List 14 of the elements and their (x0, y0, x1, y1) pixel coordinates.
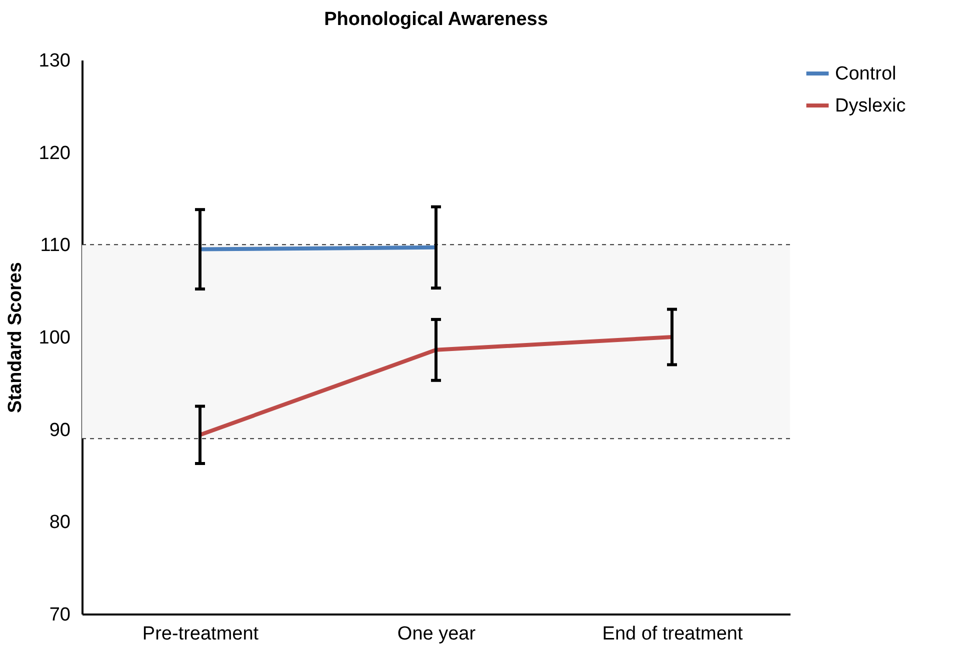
x-tick-label: End of treatment (602, 624, 744, 644)
y-axis-title: Standard Scores (4, 262, 26, 413)
y-tick-label: 90 (49, 420, 70, 441)
legend-label: Control (835, 64, 896, 84)
x-tick-label: Pre-treatment (142, 624, 260, 644)
x-tick-label: One year (397, 624, 476, 644)
y-tick-label: 80 (49, 512, 70, 534)
legend-label: Dyslexic (835, 96, 906, 116)
y-tick-label: 130 (38, 50, 70, 72)
chart-title: Phonological Awareness (324, 9, 548, 30)
y-tick-label: 70 (49, 604, 70, 626)
y-tick-label: 110 (40, 235, 70, 256)
y-tick-label: 120 (38, 142, 70, 164)
y-tick-label: 100 (38, 328, 70, 348)
